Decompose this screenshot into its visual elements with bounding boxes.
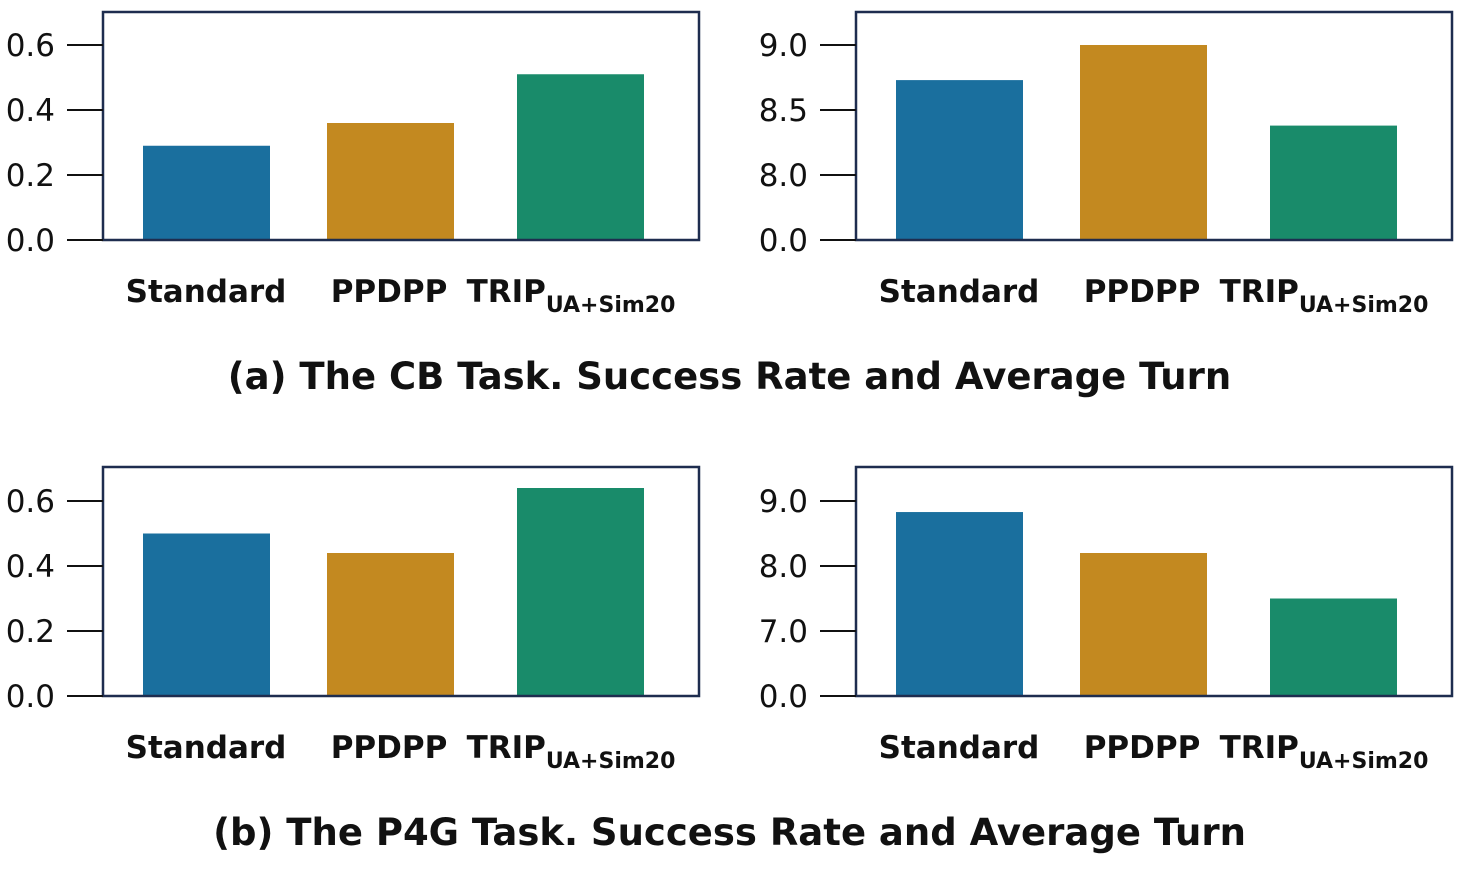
cb-turn-xtick-label-standard: Standard (879, 274, 1040, 310)
p4g-success-bar-trip (517, 488, 644, 696)
p4g-success-frame (101, 465, 701, 698)
p4g-turn-ytick-label-2: 8.0 (759, 549, 808, 585)
p4g-turn-frame (854, 465, 1454, 698)
cb-turn-ytick-label-1: 8.0 (759, 158, 808, 194)
caption-p4g: (b) The P4G Task. Success Rate and Avera… (213, 811, 1246, 854)
cb-turn-frame (854, 10, 1454, 242)
cb-success-xtick-label-trip: TRIPUA+Sim20 (467, 274, 676, 318)
cb-turn-ytick-label-0: 0.0 (759, 223, 808, 259)
p4g-success-ytick-label-0: 0.0 (6, 679, 55, 715)
cb-success-ytick-label-1: 0.2 (6, 158, 55, 194)
cb-success-bar-ppdpp (327, 123, 454, 240)
cb-success-ytick-label-0: 0.0 (6, 223, 55, 259)
cb-turn-bar-standard (896, 80, 1023, 240)
cb-success-bar-trip (517, 74, 644, 240)
p4g-turn-xtick-label-trip: TRIPUA+Sim20 (1220, 730, 1429, 774)
p4g-turn-xtick-label-standard: Standard (879, 730, 1040, 766)
cb-success-xtick-label-standard: Standard (126, 274, 287, 310)
cb-turn-ytick-label-2: 8.5 (759, 93, 808, 129)
cb-success-bar-standard (143, 145, 270, 240)
cb-turn-xtick-label-ppdpp: PPDPP (1084, 274, 1201, 310)
p4g-turn-ytick-label-0: 0.0 (759, 679, 808, 715)
p4g-success-bar-standard (143, 533, 270, 696)
p4g-turn-bar-standard (896, 512, 1023, 696)
cb-turn-bar-ppdpp (1080, 45, 1207, 240)
cb-success-ytick-label-2: 0.4 (6, 93, 55, 129)
p4g-success-ytick-label-1: 0.2 (6, 614, 55, 650)
cb-success-frame (101, 10, 701, 242)
p4g-success-xtick-label-standard: Standard (126, 730, 287, 766)
p4g-success-bar-ppdpp (327, 553, 454, 696)
p4g-turn-ytick-label-1: 7.0 (759, 614, 808, 650)
cb-turn-ytick-label-3: 9.0 (759, 28, 808, 64)
cb-success-xtick-label-ppdpp: PPDPP (331, 274, 448, 310)
p4g-turn-ytick-label-3: 9.0 (759, 484, 808, 520)
cb-success-ytick-label-3: 0.6 (6, 28, 55, 64)
p4g-success-xtick-label-ppdpp: PPDPP (331, 730, 448, 766)
p4g-turn-xtick-label-ppdpp: PPDPP (1084, 730, 1201, 766)
cb-turn-bar-trip (1270, 125, 1397, 240)
p4g-turn-bar-trip (1270, 598, 1397, 696)
p4g-success-ytick-label-3: 0.6 (6, 484, 55, 520)
p4g-turn-bar-ppdpp (1080, 553, 1207, 696)
p4g-success-xtick-label-trip: TRIPUA+Sim20 (467, 730, 676, 774)
p4g-success-ytick-label-2: 0.4 (6, 549, 55, 585)
cb-turn-xtick-label-trip: TRIPUA+Sim20 (1220, 274, 1429, 318)
caption-cb: (a) The CB Task. Success Rate and Averag… (227, 355, 1232, 398)
